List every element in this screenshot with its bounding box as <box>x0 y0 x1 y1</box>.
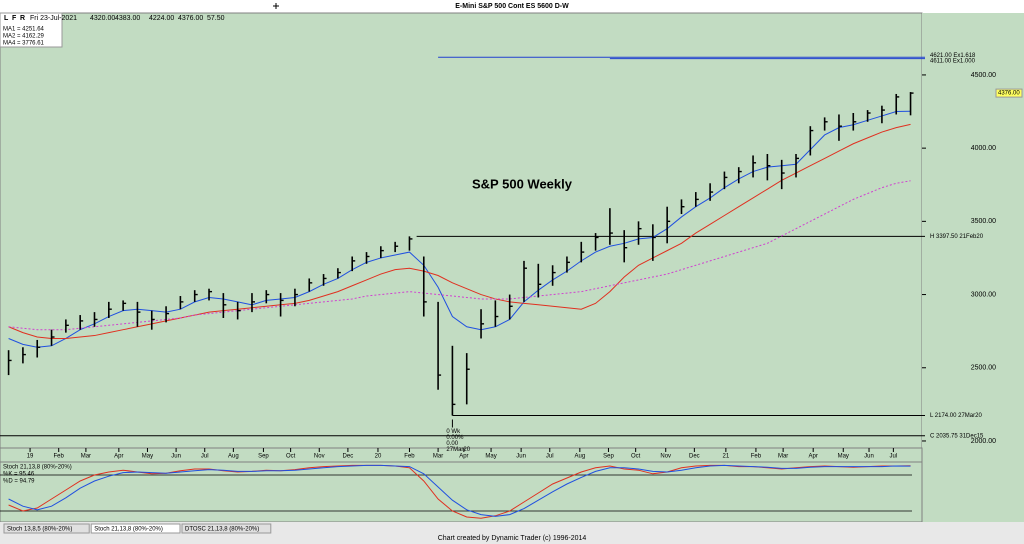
x-tick-label: Apr <box>114 454 123 460</box>
low-marker-label: 0 Wk <box>446 429 461 435</box>
x-tick-label: Mar <box>81 454 91 460</box>
quote-field: 4320.00 <box>90 15 115 22</box>
toolbar-button[interactable]: R <box>20 15 25 22</box>
price-panel <box>0 12 923 449</box>
tab-label[interactable]: Stoch 13,8,5 (80%-20%) <box>7 527 72 533</box>
y-tick-label: 2500.00 <box>971 365 996 372</box>
x-tick-label: 21 <box>723 454 730 460</box>
toolbar-button[interactable]: L <box>4 15 9 22</box>
x-tick-label: Mar <box>433 454 443 460</box>
x-tick-label: Feb <box>404 454 415 460</box>
legend-box <box>0 12 63 48</box>
x-tick-label: 20 <box>375 454 382 460</box>
low-marker-label: 0.00% <box>446 435 464 441</box>
x-tick-label: Jul <box>201 454 209 460</box>
x-tick-label: Jul <box>546 454 554 460</box>
moving-average <box>8 110 911 348</box>
level-label: H 3397.50 21Feb20 <box>930 234 984 240</box>
low-marker-label: 0.00 <box>446 441 458 447</box>
tab[interactable] <box>3 523 90 534</box>
x-tick-label: Nov <box>314 454 325 460</box>
quote-field: 57.50 <box>207 15 225 22</box>
y-tick-label: 3500.00 <box>971 218 996 225</box>
y-tick-label: 4000.00 <box>971 145 996 152</box>
chart-title: E-Mini S&P 500 Cont ES 5600 D-W <box>455 3 569 10</box>
x-tick-label: May <box>838 454 849 460</box>
price-axis-area <box>922 13 1024 530</box>
y-tick-label: 4500.00 <box>971 72 996 79</box>
x-tick-label: Aug <box>574 454 585 460</box>
footer: Chart created by Dynamic Trader (c) 1996… <box>438 535 587 542</box>
legend-entry: MA2 = 4162.29 <box>3 34 45 40</box>
stoch-panel <box>0 461 923 523</box>
quote-field: 4376.00 <box>178 15 203 22</box>
level-label: L 2174.00 27Mar20 <box>930 413 982 419</box>
x-tick-label: Sep <box>603 454 614 460</box>
x-tick-label: Oct <box>631 454 641 460</box>
x-tick-label: May <box>142 454 153 460</box>
x-tick-label: Sep <box>258 454 269 460</box>
low-marker-label: 27Mar20 <box>446 447 470 453</box>
stoch-title: Stoch 21,13,8 (80%-20%) <box>3 465 72 471</box>
x-tick-label: Jun <box>171 454 181 460</box>
x-tick-label: Oct <box>286 454 296 460</box>
x-tick-label: Dec <box>689 454 700 460</box>
x-tick-label: Apr <box>809 454 818 460</box>
tab-label[interactable]: Stoch 21,13,8 (80%-20%) <box>94 527 163 533</box>
quote-field: 4224.00 <box>149 15 174 22</box>
x-tick-label: Nov <box>660 454 671 460</box>
legend-entry: MA4 = 3776.61 <box>3 41 45 47</box>
x-tick-label: Aug <box>228 454 239 460</box>
moving-average <box>8 180 911 331</box>
x-tick-label: Mar <box>778 454 788 460</box>
annotation: S&P 500 Weekly <box>472 176 573 191</box>
x-tick-label: Apr <box>459 454 468 460</box>
x-tick-label: 19 <box>27 454 34 460</box>
x-tick-label: Feb <box>751 454 762 460</box>
moving-average <box>8 123 911 339</box>
x-tick-label: Jun <box>516 454 526 460</box>
x-tick-label: Jul <box>890 454 898 460</box>
x-tick-label: Jun <box>864 454 874 460</box>
stoch-line <box>8 464 911 517</box>
x-tick-label: May <box>485 454 496 460</box>
stoch-legend: %K = 95.46 <box>3 472 35 478</box>
quote-field: 4383.00 <box>115 15 140 22</box>
stoch-legend: %D = 94.79 <box>3 479 35 485</box>
x-tick-label: Feb <box>54 454 65 460</box>
x-tick-label: Dec <box>343 454 354 460</box>
tab-label[interactable]: DTOSC 21,13,8 (80%-20%) <box>185 527 259 533</box>
level-label: 4611.00 Ex1.000 <box>930 58 976 64</box>
last-price-box <box>995 88 1023 98</box>
y-tick-label: 2000.00 <box>971 438 996 445</box>
level-label: 4621.00 Ex1.618 <box>930 53 976 59</box>
last-price-label: 4376.00 <box>998 91 1020 97</box>
level-label: C 2035.75 31Dec15 <box>930 433 984 439</box>
tab[interactable] <box>90 523 181 534</box>
legend-entry: MA1 = 4251.64 <box>3 27 45 33</box>
y-tick-label: 3000.00 <box>971 291 996 298</box>
toolbar-button[interactable]: F <box>12 15 17 22</box>
tab[interactable] <box>181 523 272 534</box>
quote-field: Fri 23-Jul-2021 <box>30 15 77 22</box>
